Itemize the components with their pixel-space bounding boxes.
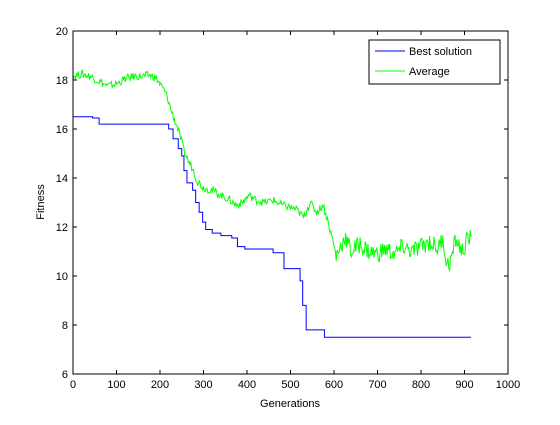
y-tick-label: 8 — [62, 320, 68, 332]
x-tick-label: 700 — [368, 379, 386, 391]
legend-box — [368, 39, 501, 85]
y-tick-label: 16 — [56, 124, 68, 136]
x-tick-label: 200 — [151, 379, 169, 391]
x-tick-label: 300 — [194, 379, 212, 391]
ticks-layer: 0 100 200 300 400 500 600 700 800 900 1000 6 8 10 12 14… — [56, 26, 520, 391]
y-axis-label: Fitness — [35, 184, 47, 220]
x-tick-label: 600 — [325, 379, 343, 391]
x-axis-label: Generations — [260, 398, 320, 410]
y-tick-label: 20 — [56, 26, 68, 38]
series-layer — [72, 69, 472, 338]
x-tick-label: 1000 — [496, 379, 520, 391]
legend: Best solution Average — [368, 39, 501, 85]
x-tick-label: 800 — [412, 379, 430, 391]
y-tick-label: 6 — [62, 369, 68, 381]
plot-area — [73, 31, 508, 374]
series-line-average — [72, 69, 472, 273]
x-tick-label: 400 — [238, 379, 256, 391]
y-tick-label: 18 — [56, 75, 68, 87]
x-tick-label: 500 — [281, 379, 299, 391]
y-tick-label: 14 — [56, 173, 68, 185]
x-tick-label: 100 — [107, 379, 125, 391]
y-tick-label: 12 — [56, 222, 68, 234]
y-tick-label: 10 — [56, 271, 68, 283]
x-tick-label: 0 — [70, 379, 76, 391]
x-tick-label: 900 — [455, 379, 473, 391]
legend-label-average: Average — [409, 66, 450, 78]
legend-label-best-solution: Best solution — [409, 46, 472, 58]
series-line-best-solution — [73, 116, 472, 338]
